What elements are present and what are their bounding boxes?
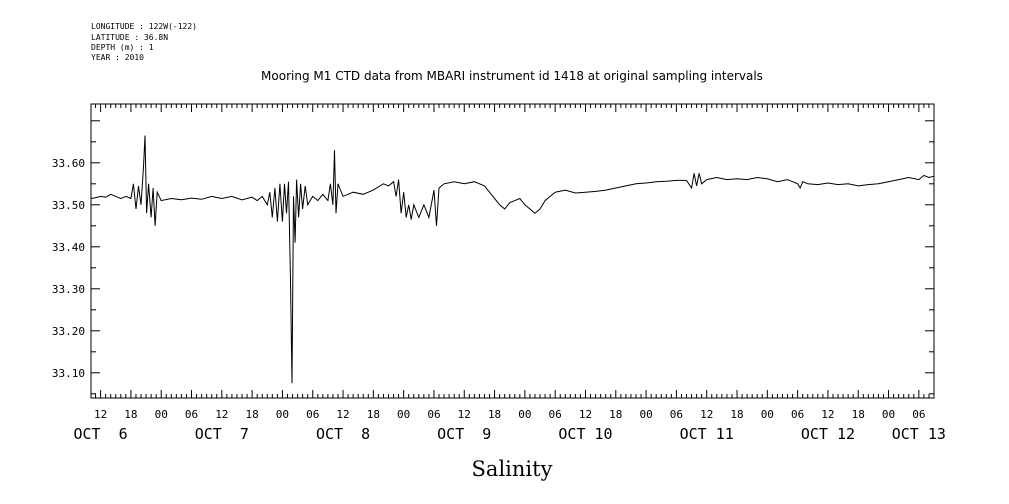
hour-label: 00 <box>518 408 531 421</box>
day-label: OCT 11 <box>680 425 734 443</box>
hour-label: 18 <box>852 408 865 421</box>
hour-label: 12 <box>579 408 592 421</box>
depth-text: DEPTH (m) : 1 <box>91 43 154 52</box>
latitude-text: LATITUDE : 36.8N <box>91 33 168 42</box>
hour-label: 18 <box>488 408 501 421</box>
hour-label: 06 <box>549 408 562 421</box>
y-tick-label: 33.40 <box>52 241 85 254</box>
hour-label: 12 <box>336 408 349 421</box>
y-tick-label: 33.50 <box>52 199 85 212</box>
salinity-series-line <box>90 135 935 384</box>
hour-label: 12 <box>458 408 471 421</box>
hour-label: 12 <box>215 408 228 421</box>
day-label: OCT 13 <box>892 425 946 443</box>
y-tick-labels: 33.10 33.20 33.30 33.40 33.50 33.60 <box>52 157 85 380</box>
hour-label: 06 <box>427 408 440 421</box>
hour-label: 00 <box>639 408 652 421</box>
hour-label: 06 <box>791 408 804 421</box>
tick-marks <box>91 104 935 398</box>
chart-title: Mooring M1 CTD data from MBARI instrumen… <box>261 69 763 83</box>
year-text: YEAR : 2010 <box>91 53 144 62</box>
hour-tick-labels: 12 18 00 06 12 18 00 06 12 18 00 06 12 18 00 06 12 18 00 06… <box>94 408 926 421</box>
hour-label: 06 <box>670 408 683 421</box>
hour-label: 00 <box>761 408 774 421</box>
hour-label: 06 <box>912 408 925 421</box>
day-label: OCT 6 <box>74 425 128 443</box>
longitude-text: LONGITUDE : 122W(-122) <box>91 22 197 31</box>
hour-label: 06 <box>306 408 319 421</box>
y-tick-label: 33.60 <box>52 157 85 170</box>
hour-label: 06 <box>185 408 198 421</box>
y-tick-label: 33.30 <box>52 283 85 296</box>
y-tick-label: 33.10 <box>52 367 85 380</box>
hour-label: 18 <box>245 408 258 421</box>
x-axis-label: Salinity <box>472 457 553 481</box>
hour-label: 12 <box>700 408 713 421</box>
hour-label: 18 <box>609 408 622 421</box>
hour-label: 18 <box>367 408 380 421</box>
hour-label: 00 <box>155 408 168 421</box>
day-label: OCT 7 <box>195 425 249 443</box>
hour-label: 18 <box>124 408 137 421</box>
hour-label: 18 <box>730 408 743 421</box>
hour-label: 00 <box>276 408 289 421</box>
day-label: OCT 12 <box>801 425 855 443</box>
day-label: OCT 10 <box>558 425 612 443</box>
day-label: OCT 8 <box>316 425 370 443</box>
hour-label: 00 <box>397 408 410 421</box>
day-labels: OCT 6 OCT 7 OCT 8 OCT 9 OCT 10 OCT 11 OCT 12 OC… <box>74 425 946 443</box>
hour-label: 12 <box>94 408 107 421</box>
hour-label: 12 <box>821 408 834 421</box>
y-tick-label: 33.20 <box>52 325 85 338</box>
plot-frame <box>90 103 935 399</box>
day-label: OCT 9 <box>437 425 491 443</box>
hour-label: 00 <box>882 408 895 421</box>
